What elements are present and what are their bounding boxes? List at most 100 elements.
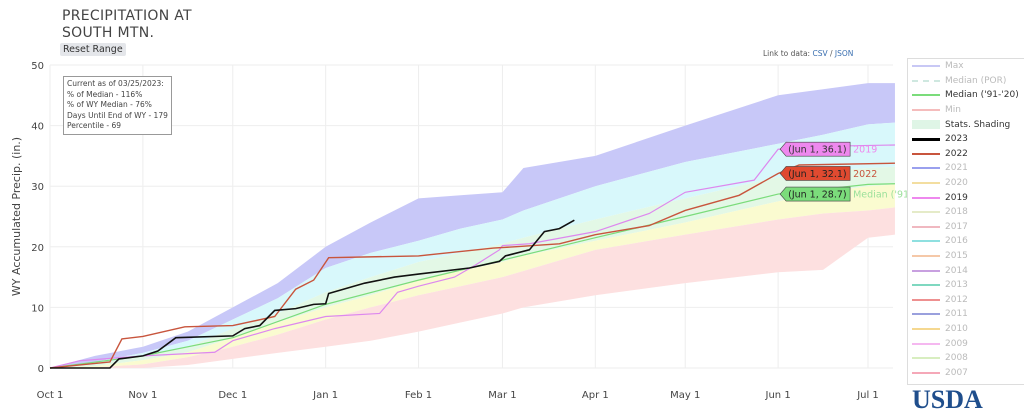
x-tick-label: Jan 1 bbox=[312, 390, 338, 401]
legend-label: 2013 bbox=[945, 280, 968, 291]
legend-item[interactable]: Median ('91-'20) bbox=[908, 88, 1024, 103]
legend-item[interactable]: 2017 bbox=[908, 220, 1024, 235]
band-90th bbox=[50, 122, 895, 368]
chart-title: PRECIPITATION AT SOUTH MTN. bbox=[62, 8, 192, 41]
legend-label: 2012 bbox=[945, 294, 968, 305]
band-30th bbox=[50, 207, 895, 368]
info-line: Percentile - 69 bbox=[67, 121, 122, 130]
y-tick-label: 50 bbox=[31, 61, 44, 72]
info-line: % of Median - 116% bbox=[67, 89, 143, 99]
x-tick-label: Nov 1 bbox=[128, 390, 157, 401]
legend-swatch-icon bbox=[912, 357, 940, 360]
info-line: Current as of 03/25/2023: bbox=[67, 79, 164, 88]
legend-swatch-icon bbox=[912, 65, 940, 68]
legend-item[interactable]: 2022 bbox=[908, 147, 1024, 162]
legend-item[interactable]: Median (POR) bbox=[908, 74, 1024, 89]
legend-label: 2015 bbox=[945, 251, 968, 262]
legend-swatch-icon bbox=[912, 109, 940, 112]
legend-swatch-icon bbox=[912, 327, 940, 330]
legend-swatch-icon bbox=[912, 342, 940, 345]
hover-label-box bbox=[779, 141, 851, 157]
hover-label-series: Median ('91- bbox=[853, 190, 912, 201]
legend-item[interactable]: 2007 bbox=[908, 365, 1024, 380]
x-tick-label: Dec 1 bbox=[218, 390, 247, 401]
y-axis-label: WY Accumulated Precip. (in.) bbox=[10, 137, 23, 296]
reset-range-button[interactable]: Reset Range bbox=[60, 43, 126, 56]
series-line-2019 bbox=[49, 144, 895, 369]
x-tick-label: Oct 1 bbox=[37, 390, 64, 401]
legend-item[interactable]: 2009 bbox=[908, 336, 1024, 351]
legend-label: Max bbox=[945, 61, 964, 72]
legend-item[interactable]: Stats. Shading bbox=[908, 117, 1024, 132]
hover-label-series: 2019 bbox=[853, 145, 877, 156]
legend-item[interactable]: 2014 bbox=[908, 263, 1024, 278]
legend-swatch-icon bbox=[912, 298, 940, 301]
legend-label: 2020 bbox=[945, 178, 968, 189]
legend-item[interactable]: 2018 bbox=[908, 205, 1024, 220]
legend-item[interactable]: Max bbox=[908, 59, 1024, 74]
legend-swatch-icon bbox=[912, 255, 940, 258]
legend-label: 2016 bbox=[945, 236, 968, 247]
legend-swatch-icon bbox=[912, 79, 940, 82]
legend-label: 2014 bbox=[945, 265, 968, 276]
legend-swatch-icon bbox=[912, 138, 940, 141]
y-tick-label: 40 bbox=[31, 122, 44, 133]
hover-label-series: 2022 bbox=[853, 169, 877, 180]
legend-item[interactable]: 2019 bbox=[908, 190, 1024, 205]
legend-label: 2018 bbox=[945, 207, 968, 218]
legend-label: Stats. Shading bbox=[945, 119, 1011, 130]
x-tick-label: Jun 1 bbox=[765, 390, 791, 401]
legend-swatch-icon bbox=[912, 269, 940, 272]
series-line-2023 bbox=[50, 219, 575, 369]
legend-swatch-icon bbox=[912, 284, 940, 287]
legend-item[interactable]: 2016 bbox=[908, 234, 1024, 249]
legend-label: 2019 bbox=[945, 192, 968, 203]
legend-swatch-icon bbox=[912, 120, 940, 130]
info-line: Days Until End of WY - 179 bbox=[67, 110, 168, 120]
status-info-box: Current as of 03/25/2023:% of Median - 1… bbox=[63, 76, 172, 135]
y-tick-label: 0 bbox=[38, 364, 44, 375]
band-max bbox=[50, 83, 895, 369]
series-line-2022 bbox=[49, 162, 895, 369]
legend-label: 2022 bbox=[945, 148, 968, 159]
legend-item[interactable]: 2021 bbox=[908, 161, 1024, 176]
legend-label: 2007 bbox=[945, 367, 968, 378]
legend-swatch-icon bbox=[912, 152, 940, 156]
y-tick-label: 10 bbox=[31, 303, 44, 314]
legend[interactable]: Max Median (POR) Median ('91-'20) Min Stats.… bbox=[907, 58, 1024, 385]
usda-logo: USDA bbox=[912, 385, 983, 414]
legend-item[interactable]: 2008 bbox=[908, 351, 1024, 366]
legend-label: 2008 bbox=[945, 353, 968, 364]
csv-link[interactable]: CSV bbox=[812, 49, 828, 58]
legend-item[interactable]: Min bbox=[908, 103, 1024, 118]
y-tick-label: 20 bbox=[31, 243, 44, 254]
legend-item[interactable]: 2015 bbox=[908, 249, 1024, 264]
legend-label: 2010 bbox=[945, 323, 968, 334]
legend-item[interactable]: 2013 bbox=[908, 278, 1024, 293]
legend-swatch-icon bbox=[912, 94, 940, 97]
hover-label-box bbox=[779, 186, 851, 202]
legend-swatch-icon bbox=[912, 167, 940, 170]
legend-label: 2011 bbox=[945, 309, 968, 320]
legend-label: Median ('91-'20) bbox=[945, 90, 1019, 101]
legend-item[interactable]: 2020 bbox=[908, 176, 1024, 191]
legend-item[interactable]: 2023 bbox=[908, 132, 1024, 147]
legend-label: 2009 bbox=[945, 338, 968, 349]
hover-label-value: (Jun 1, 28.7) bbox=[788, 190, 847, 201]
legend-swatch-icon bbox=[912, 371, 940, 374]
x-tick-label: Jul 1 bbox=[856, 390, 879, 401]
legend-swatch-icon bbox=[912, 240, 940, 243]
legend-item[interactable]: 2010 bbox=[908, 322, 1024, 337]
info-line: % of WY Median - 76% bbox=[67, 100, 152, 109]
y-tick-label: 30 bbox=[31, 182, 44, 193]
legend-label: 2017 bbox=[945, 221, 968, 232]
legend-item[interactable]: 2011 bbox=[908, 307, 1024, 322]
hover-label-value: (Jun 1, 32.1) bbox=[788, 169, 847, 180]
precipitation-chart[interactable]: 0 10 20 30 40 50 Oct 1 Nov 1 Dec 1 Jan 1 Feb 1 Mar … bbox=[0, 0, 1024, 404]
legend-swatch-icon bbox=[912, 313, 940, 316]
json-link[interactable]: JSON bbox=[834, 49, 854, 58]
legend-item[interactable]: 2012 bbox=[908, 293, 1024, 308]
x-tick-label: Mar 1 bbox=[488, 390, 516, 401]
data-links: Link to data: CSV / JSON bbox=[763, 49, 854, 58]
legend-label: 2023 bbox=[945, 134, 968, 145]
